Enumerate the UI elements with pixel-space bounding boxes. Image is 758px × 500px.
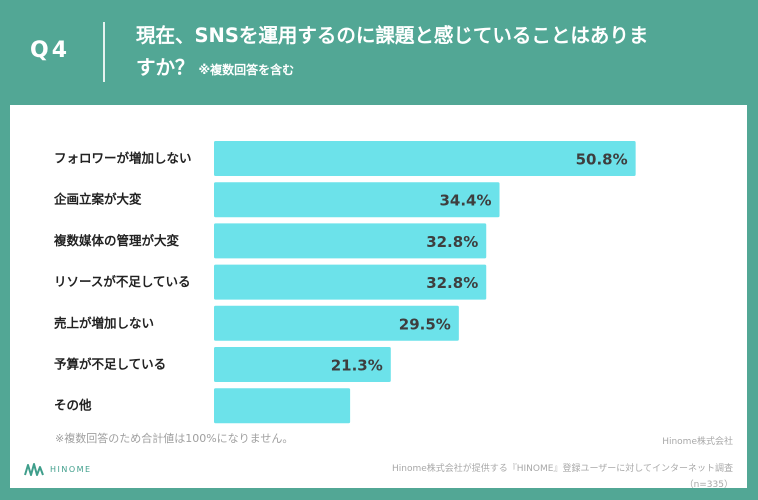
category-label: フォロワーが増加しない [54, 151, 192, 166]
bar [214, 305, 459, 341]
logo-text: HINOME [50, 464, 92, 474]
source-company: Hinome株式会社 [662, 437, 733, 447]
source-description: Hinome株式会社が提供する『HINOME』登録ユーザーに対してインターネット… [391, 464, 733, 474]
value-label: 50.8% [576, 151, 628, 169]
question-line2: すか？ [136, 56, 195, 79]
header-divider [103, 22, 105, 82]
question-text: 現在、SNSを運用するのに課題と感じていることはありま すか？ ※複数回答を含む [136, 20, 736, 86]
bar [214, 182, 500, 218]
value-label: 32.8% [426, 274, 478, 292]
flame-logo-icon [24, 463, 44, 476]
question-line1: 現在、SNSを運用するのに課題と感じていることはありま [136, 24, 649, 47]
bar [214, 388, 351, 424]
bar [214, 347, 391, 382]
category-label: 売上が増加しない [54, 315, 154, 330]
footnote: ※複数回答のため合計値は100%になりません。 [55, 432, 294, 445]
sample-size: （n=335） [684, 480, 733, 490]
value-label: 29.5% [399, 315, 451, 333]
bar [214, 264, 487, 300]
question-note: ※複数回答を含む [198, 63, 295, 77]
category-label: 企画立案が大変 [53, 192, 142, 207]
category-label: 複数媒体の管理が大変 [53, 233, 180, 248]
chart-card: フォロワーが増加しない 50.8% 企画立案が大変 34.4% 複数媒体の管理が大変 32… [10, 105, 747, 490]
value-label: 32.8% [426, 233, 478, 251]
bar [214, 223, 487, 259]
hinome-logo: HINOME [24, 462, 92, 476]
category-label: 予算が不足している [54, 357, 166, 372]
bar-chart: フォロワーが増加しない 50.8% 企画立案が大変 34.4% 複数媒体の管理が大変 32… [53, 141, 636, 424]
value-label: 21.3% [331, 357, 383, 375]
category-label: その他 [54, 398, 92, 413]
header: Q4 現在、SNSを運用するのに課題と感じていることはありま すか？ ※複数回答を… [0, 0, 758, 104]
value-label: 34.4% [439, 192, 491, 210]
question-number: Q4 [30, 38, 71, 63]
category-label: リソースが不足している [54, 274, 191, 289]
bar [214, 141, 636, 176]
